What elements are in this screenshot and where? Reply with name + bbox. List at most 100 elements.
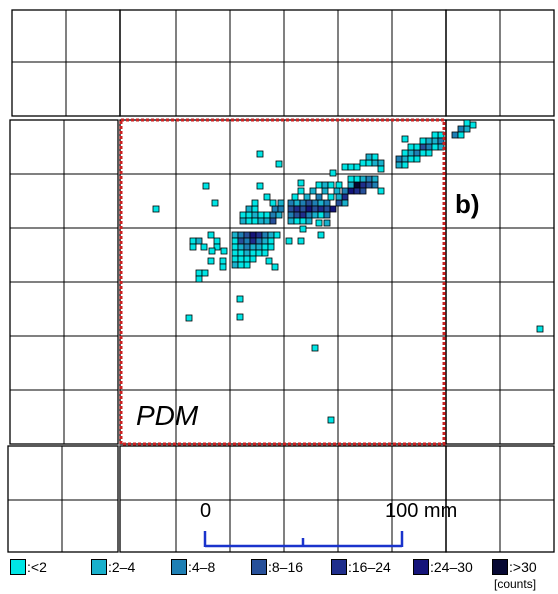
hit-cell [401,135,409,143]
hit-cell [333,187,341,195]
hit-cell [327,193,335,201]
legend-swatch [171,559,187,575]
hit-cell [208,247,216,255]
hit-cell [237,249,245,257]
scale-end-label: 100 mm [385,500,458,522]
hit-cell [341,199,349,207]
hit-cell [243,249,251,257]
hit-cell [335,199,343,207]
hit-cell [311,199,319,207]
hit-cell [249,237,257,245]
hit-cell [237,237,245,245]
hit-cell [305,217,313,225]
hit-cell [219,257,227,265]
hit-cell [213,237,221,245]
legend-label: :24–30 [430,559,473,575]
hit-cell [251,199,259,207]
hit-cell [469,121,477,129]
hit-cell [207,257,215,265]
hit-cell [299,217,307,225]
hit-cell [341,193,349,201]
hit-cell [236,295,244,303]
hit-cell [195,237,203,245]
hit-cell [249,255,257,263]
legend-label: :<2 [27,559,47,575]
hit-cell [271,263,279,271]
hit-cell [311,205,319,213]
hit-cell [261,231,269,239]
hit-cell [211,199,219,207]
hit-cell [261,237,269,245]
hit-cell [269,199,277,207]
hit-cell [365,175,373,183]
hit-cell [407,149,415,157]
hit-cell [263,217,271,225]
hit-cell [237,261,245,269]
hit-cell [413,149,421,157]
legend-item: :>30 [492,559,537,575]
hit-cell [256,182,264,190]
hit-cell [267,243,275,251]
hit-cell [237,255,245,263]
hit-cell [315,193,323,201]
hit-cell [317,211,325,219]
hit-cell [201,269,209,277]
hit-cell [255,249,263,257]
module-block [7,445,119,553]
hit-cell [297,187,305,195]
hit-cell [323,199,331,207]
hit-cell [317,231,325,239]
legend-label: :>30 [509,559,537,575]
hit-cell [245,217,253,225]
hit-cell [359,181,367,189]
hit-cell [189,237,197,245]
hit-cell [329,205,337,213]
hit-cell [257,211,265,219]
hit-cell [299,211,307,219]
hit-cell [195,269,203,277]
hit-cell [287,205,295,213]
hit-cell [265,257,273,265]
hit-cell [256,150,264,158]
hit-cell [419,149,427,157]
hit-cell [273,231,281,239]
hit-cell [431,143,439,151]
hit-cell [395,161,403,169]
hit-cell [323,205,331,213]
hit-cell [261,249,269,257]
hit-cell [275,211,283,219]
hit-cell [249,243,257,251]
hit-cell [371,159,379,167]
hit-cell [335,193,343,201]
hit-cell [413,143,421,151]
hit-cell [463,125,471,133]
hit-cell [371,175,379,183]
hit-cell [267,231,275,239]
hit-cell [309,187,317,195]
legend-swatch [492,559,508,575]
hit-cell [245,211,253,219]
hit-cell [287,199,295,207]
hit-cell [243,231,251,239]
hit-cell [251,211,259,219]
legend-item: :8–16 [251,559,303,575]
hit-cell [401,155,409,163]
hit-cell [213,243,221,251]
hit-cell [251,217,259,225]
hit-cell [207,231,215,239]
hit-cell [277,199,285,207]
hit-cell [231,237,239,245]
hit-cell [413,155,421,163]
hit-cell [257,217,265,225]
hit-cell [231,261,239,269]
legend-item: :24–30 [413,559,473,575]
hit-cell [353,175,361,183]
hit-cell [341,163,349,171]
hit-cell [371,153,379,161]
hit-cell [287,217,295,225]
module-block [119,445,447,553]
hit-cell [315,181,323,189]
hit-cell [377,159,385,167]
hit-cell [359,187,367,195]
